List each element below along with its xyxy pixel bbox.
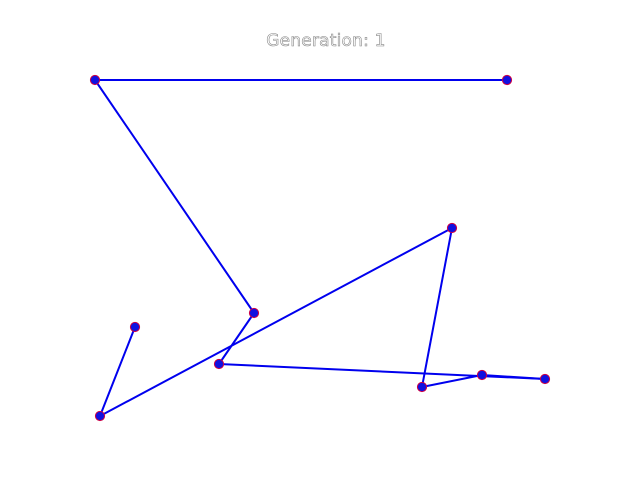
city-points	[89, 74, 551, 422]
route-segment	[94, 79, 255, 314]
city-point	[94, 410, 106, 422]
city-point	[213, 358, 225, 370]
city-point	[501, 74, 513, 86]
city-point	[89, 74, 101, 86]
route-segment	[481, 374, 546, 380]
route-lines	[94, 79, 546, 417]
route-segment	[99, 227, 453, 417]
city-point	[416, 381, 428, 393]
city-point	[248, 307, 260, 319]
city-point	[129, 321, 141, 333]
route-segment	[99, 326, 136, 417]
city-point	[476, 369, 488, 381]
route-segment	[421, 227, 453, 388]
city-point	[539, 373, 551, 385]
route-segment	[421, 374, 483, 388]
generation-title: Generation: 1	[266, 31, 386, 52]
route-segment	[218, 312, 255, 365]
city-point	[446, 222, 458, 234]
